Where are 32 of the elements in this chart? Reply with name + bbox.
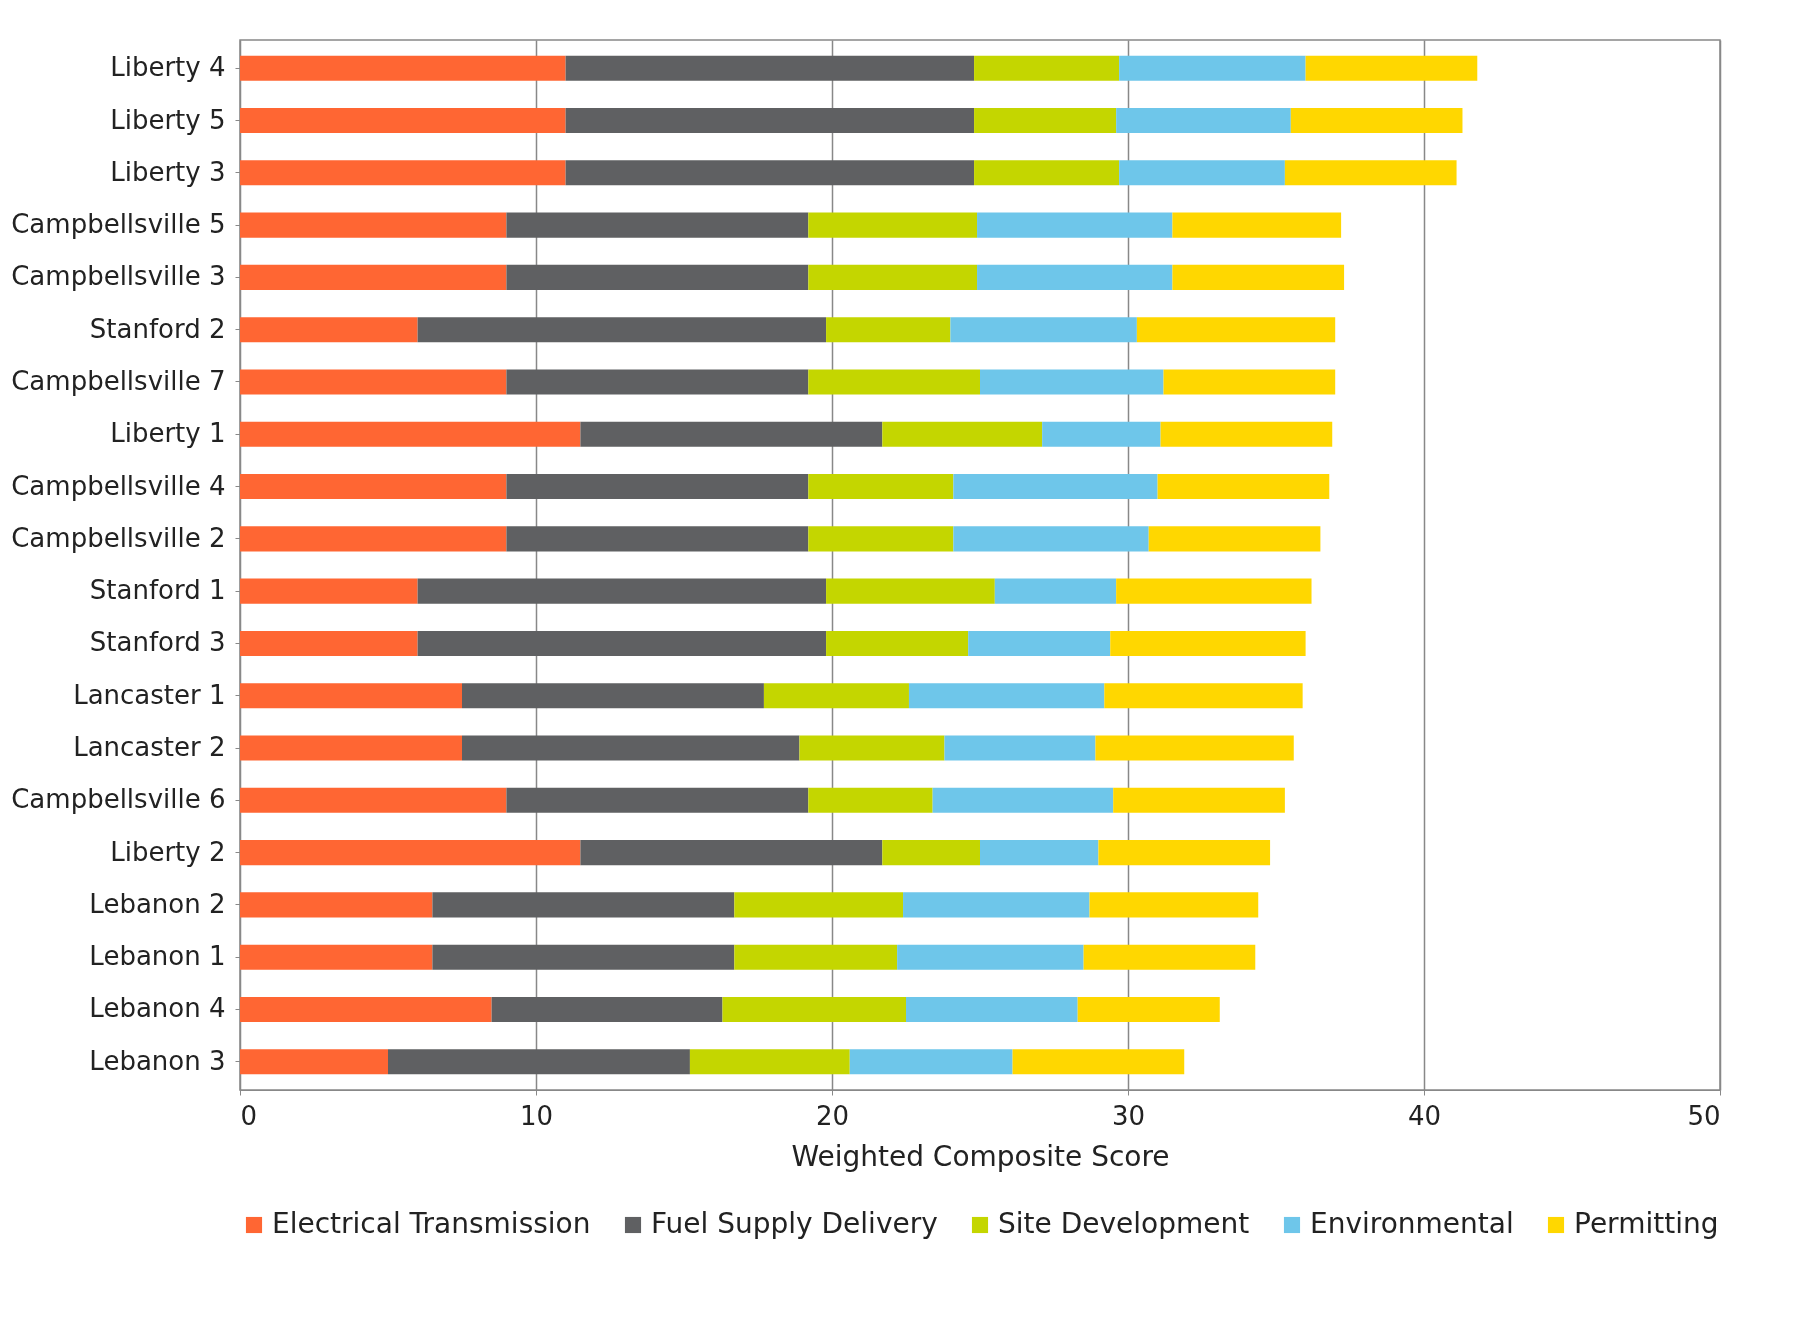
- x-tick-label: 30: [1111, 1100, 1146, 1131]
- y-tick-label: Campbellsville 3: [11, 261, 226, 292]
- x-axis-title: Weighted Composite Score: [791, 1139, 1170, 1173]
- y-tick-label: Lebanon 3: [89, 1045, 226, 1076]
- x-tick-label: 10: [519, 1100, 554, 1131]
- y-tick-label: Campbellsville 6: [11, 784, 226, 815]
- y-tick-label: Lebanon 4: [89, 993, 226, 1024]
- y-tick-label: Campbellsville 7: [11, 365, 226, 396]
- y-tick-label: Campbellsville 4: [11, 470, 226, 501]
- y-tick-label: Stanford 2: [89, 313, 226, 344]
- y-tick-label: Lebanon 1: [89, 941, 226, 972]
- y-tick-label: Lancaster 1: [73, 679, 226, 710]
- y-tick-label: Liberty 3: [110, 156, 226, 187]
- x-tick-label: 40: [1407, 1100, 1442, 1131]
- x-tick-label: 0: [240, 1100, 258, 1131]
- legend-label: Site Development: [998, 1207, 1250, 1240]
- y-tick-label: Liberty 5: [110, 104, 226, 135]
- legend-label: Environmental: [1310, 1207, 1514, 1240]
- legend-label: Fuel Supply Delivery: [651, 1207, 938, 1240]
- y-tick-label: Lancaster 2: [73, 732, 226, 763]
- y-tick-label: Liberty 1: [110, 418, 226, 449]
- y-tick-label: Stanford 1: [89, 575, 226, 606]
- y-tick-label: Campbellsville 5: [11, 209, 226, 240]
- legend-label: Permitting: [1574, 1207, 1719, 1240]
- y-tick-label: Liberty 2: [110, 836, 226, 867]
- x-tick-label: 50: [1687, 1100, 1721, 1131]
- y-tick-label: Lebanon 2: [89, 888, 226, 919]
- x-tick-label: 20: [815, 1100, 850, 1131]
- legend-label: Electrical Transmission: [272, 1207, 591, 1240]
- y-tick-label: Campbellsville 2: [11, 522, 226, 553]
- y-tick-label: Stanford 3: [89, 627, 226, 658]
- y-tick-label: Liberty 4: [110, 52, 226, 83]
